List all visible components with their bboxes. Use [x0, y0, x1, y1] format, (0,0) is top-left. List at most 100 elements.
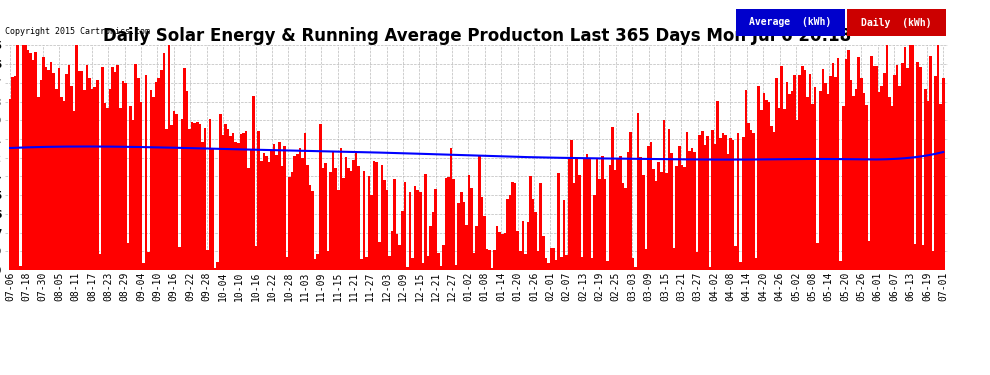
Bar [627, 152, 630, 270]
Bar [611, 128, 614, 270]
Bar [435, 189, 437, 270]
Bar [149, 90, 152, 270]
Bar [60, 96, 62, 270]
Bar [747, 123, 749, 270]
Bar [804, 70, 806, 270]
Bar [504, 233, 506, 270]
Bar [580, 257, 583, 270]
Title: Daily Solar Energy & Running Average Producton Last 365 Days Mon Jul 6 20:18: Daily Solar Energy & Running Average Pro… [103, 27, 850, 45]
Bar [909, 45, 911, 270]
Bar [360, 259, 362, 270]
Bar [614, 170, 617, 270]
Bar [501, 234, 504, 270]
Bar [257, 131, 260, 270]
Bar [524, 254, 527, 270]
Bar [452, 178, 454, 270]
Bar [775, 78, 778, 270]
Bar [27, 50, 30, 270]
Bar [543, 236, 545, 270]
Bar [314, 259, 317, 270]
Bar [293, 156, 296, 270]
Bar [742, 137, 744, 270]
Bar [127, 243, 130, 270]
Bar [699, 135, 701, 270]
Bar [942, 78, 944, 270]
Bar [11, 77, 14, 270]
Bar [680, 165, 683, 270]
Bar [567, 159, 570, 270]
Bar [640, 157, 643, 270]
Bar [345, 157, 347, 270]
Bar [637, 113, 640, 270]
Bar [93, 87, 96, 270]
Bar [778, 108, 780, 270]
Bar [809, 74, 811, 270]
Bar [783, 109, 786, 270]
Bar [667, 129, 670, 270]
Bar [575, 159, 578, 270]
Bar [86, 66, 88, 270]
Bar [717, 101, 719, 270]
Bar [886, 45, 888, 270]
Bar [370, 195, 373, 270]
Bar [875, 66, 878, 270]
Bar [599, 178, 601, 270]
Bar [383, 180, 386, 270]
Bar [332, 151, 335, 270]
Bar [122, 81, 124, 270]
Bar [432, 212, 435, 270]
Bar [396, 234, 399, 270]
Bar [365, 257, 367, 270]
Bar [635, 267, 637, 270]
Bar [322, 168, 324, 270]
Bar [40, 80, 43, 270]
Bar [219, 114, 222, 270]
Bar [493, 250, 496, 270]
Bar [901, 63, 904, 270]
Bar [73, 111, 75, 270]
Bar [88, 78, 91, 270]
Bar [654, 182, 657, 270]
Bar [427, 256, 430, 270]
Bar [749, 130, 752, 270]
Bar [499, 232, 501, 270]
Bar [662, 120, 665, 270]
Bar [240, 134, 243, 270]
Bar [906, 68, 909, 270]
Bar [643, 176, 644, 270]
Bar [924, 88, 927, 270]
Bar [196, 122, 199, 270]
Bar [822, 69, 824, 270]
Bar [430, 226, 432, 270]
Bar [254, 246, 257, 270]
Bar [832, 63, 835, 270]
Bar [704, 145, 706, 270]
Bar [854, 89, 857, 270]
Bar [927, 101, 930, 270]
Bar [519, 251, 522, 270]
Bar [335, 168, 337, 270]
Bar [299, 148, 301, 270]
Bar [283, 146, 286, 270]
Bar [288, 177, 291, 270]
Bar [511, 182, 514, 270]
Bar [544, 258, 547, 270]
Bar [388, 256, 391, 270]
Bar [170, 125, 173, 270]
Bar [857, 57, 860, 270]
Bar [514, 183, 517, 270]
Bar [460, 192, 462, 270]
Bar [406, 267, 409, 270]
Bar [224, 124, 227, 270]
Bar [540, 183, 543, 270]
Bar [873, 66, 875, 270]
Bar [352, 160, 354, 270]
Bar [604, 178, 606, 270]
Bar [30, 53, 32, 270]
Bar [183, 68, 186, 270]
FancyBboxPatch shape [737, 9, 844, 36]
Bar [24, 45, 27, 270]
Bar [601, 156, 604, 270]
Bar [65, 74, 67, 270]
Bar [678, 146, 680, 270]
